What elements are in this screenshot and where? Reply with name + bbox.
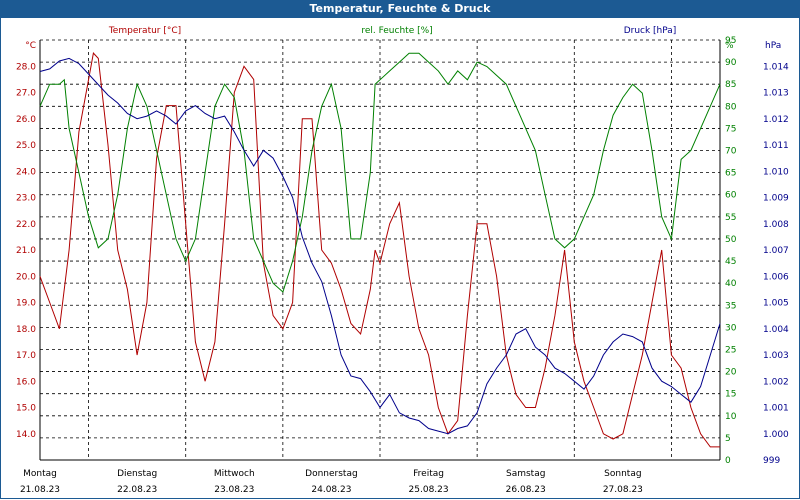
y-tick-label-pressure: 1.005	[763, 299, 789, 309]
y-tick-label-pressure: 1.002	[763, 377, 789, 387]
y-tick-label-temperature: 22.0	[16, 220, 36, 230]
y-axis-unit-humidity: %	[725, 41, 734, 51]
y-tick-label-humidity: 80	[725, 102, 737, 112]
y-tick-label-temperature: 20.0	[16, 272, 36, 282]
legend-pressure: Druck [hPa]	[624, 26, 677, 36]
y-tick-label-pressure: 1.003	[763, 351, 789, 361]
x-tick-label-date: 21.08.23	[20, 485, 60, 495]
y-tick-label-humidity: 95	[725, 36, 736, 46]
y-tick-label-temperature: 19.0	[16, 299, 36, 309]
y-tick-label-humidity: 0	[725, 456, 731, 466]
x-tick-label-day: Mittwoch	[214, 469, 255, 479]
y-tick-label-pressure: 1.004	[763, 325, 789, 335]
chart-title: Temperatur, Feuchte & Druck	[0, 0, 800, 18]
y-tick-label-temperature: 23.0	[16, 194, 36, 204]
x-tick-label-day: Dienstag	[117, 469, 157, 479]
y-tick-label-temperature: 15.0	[16, 404, 36, 414]
y-tick-label-temperature: 21.0	[16, 246, 36, 256]
x-tick-label-day: Donnerstag	[305, 469, 358, 479]
x-tick-label-date: 27.08.23	[603, 485, 643, 495]
y-tick-label-pressure: 1.012	[763, 115, 789, 125]
series-line-pressure	[39, 57, 721, 435]
y-tick-label-humidity: 15	[725, 390, 736, 400]
y-tick-label-temperature: 17.0	[16, 351, 36, 361]
y-tick-label-pressure: 1.010	[763, 167, 789, 177]
y-tick-label-humidity: 10	[725, 412, 737, 422]
x-tick-label-date: 25.08.23	[409, 485, 449, 495]
y-tick-label-temperature: 26.0	[16, 115, 36, 125]
y-tick-label-temperature: 18.0	[16, 325, 36, 335]
y-tick-label-pressure: 1.014	[763, 62, 789, 72]
x-tick-label-day: Samstag	[506, 469, 545, 479]
x-tick-label-date: 23.08.23	[214, 485, 254, 495]
y-tick-label-humidity: 60	[725, 191, 737, 201]
y-axis-unit-temperature: °C	[25, 41, 36, 51]
y-tick-label-humidity: 40	[725, 279, 737, 289]
y-tick-label-humidity: 5	[725, 434, 731, 444]
x-tick-label-date: 26.08.23	[506, 485, 546, 495]
y-tick-label-humidity: 70	[725, 147, 737, 157]
y-tick-label-temperature: 28.0	[16, 62, 36, 72]
y-tick-label-temperature: 14.0	[16, 430, 36, 440]
y-tick-label-humidity: 65	[725, 169, 736, 179]
y-tick-label-humidity: 35	[725, 301, 736, 311]
y-tick-label-humidity: 85	[725, 80, 736, 90]
y-tick-label-temperature: 16.0	[16, 377, 36, 387]
legend-temperature: Temperatur [°C]	[108, 26, 181, 36]
y-tick-label-pressure: 999	[763, 456, 780, 466]
x-tick-label-day: Montag	[23, 469, 57, 479]
x-tick-label-day: Sonntag	[604, 469, 641, 479]
x-tick-label-day: Freitag	[413, 469, 444, 479]
y-tick-label-pressure: 1.013	[763, 89, 789, 99]
x-tick-label-date: 22.08.23	[117, 485, 157, 495]
y-tick-label-pressure: 1.000	[763, 430, 789, 440]
series-line-humidity	[39, 52, 721, 293]
y-tick-label-pressure: 1.008	[763, 220, 789, 230]
y-tick-label-pressure: 1.009	[763, 194, 789, 204]
y-tick-label-humidity: 75	[725, 124, 736, 134]
y-tick-label-pressure: 1.001	[763, 404, 789, 414]
y-tick-label-pressure: 1.011	[763, 141, 789, 151]
y-tick-label-temperature: 25.0	[16, 141, 36, 151]
y-tick-label-humidity: 30	[725, 323, 737, 333]
y-tick-label-humidity: 25	[725, 345, 736, 355]
y-tick-label-pressure: 1.007	[763, 246, 789, 256]
y-axis-unit-pressure: hPa	[765, 41, 781, 51]
y-tick-label-humidity: 90	[725, 58, 737, 68]
y-tick-label-humidity: 45	[725, 257, 736, 267]
x-tick-label-date: 24.08.23	[311, 485, 351, 495]
y-tick-label-temperature: 27.0	[16, 89, 36, 99]
y-tick-label-pressure: 1.006	[763, 272, 789, 282]
y-tick-label-humidity: 50	[725, 235, 737, 245]
legend-humidity: rel. Feuchte [%]	[361, 26, 432, 36]
y-tick-label-temperature: 24.0	[16, 167, 36, 177]
series-line-temperature	[39, 52, 720, 448]
y-tick-label-humidity: 55	[725, 213, 736, 223]
y-tick-label-humidity: 20	[725, 368, 737, 378]
